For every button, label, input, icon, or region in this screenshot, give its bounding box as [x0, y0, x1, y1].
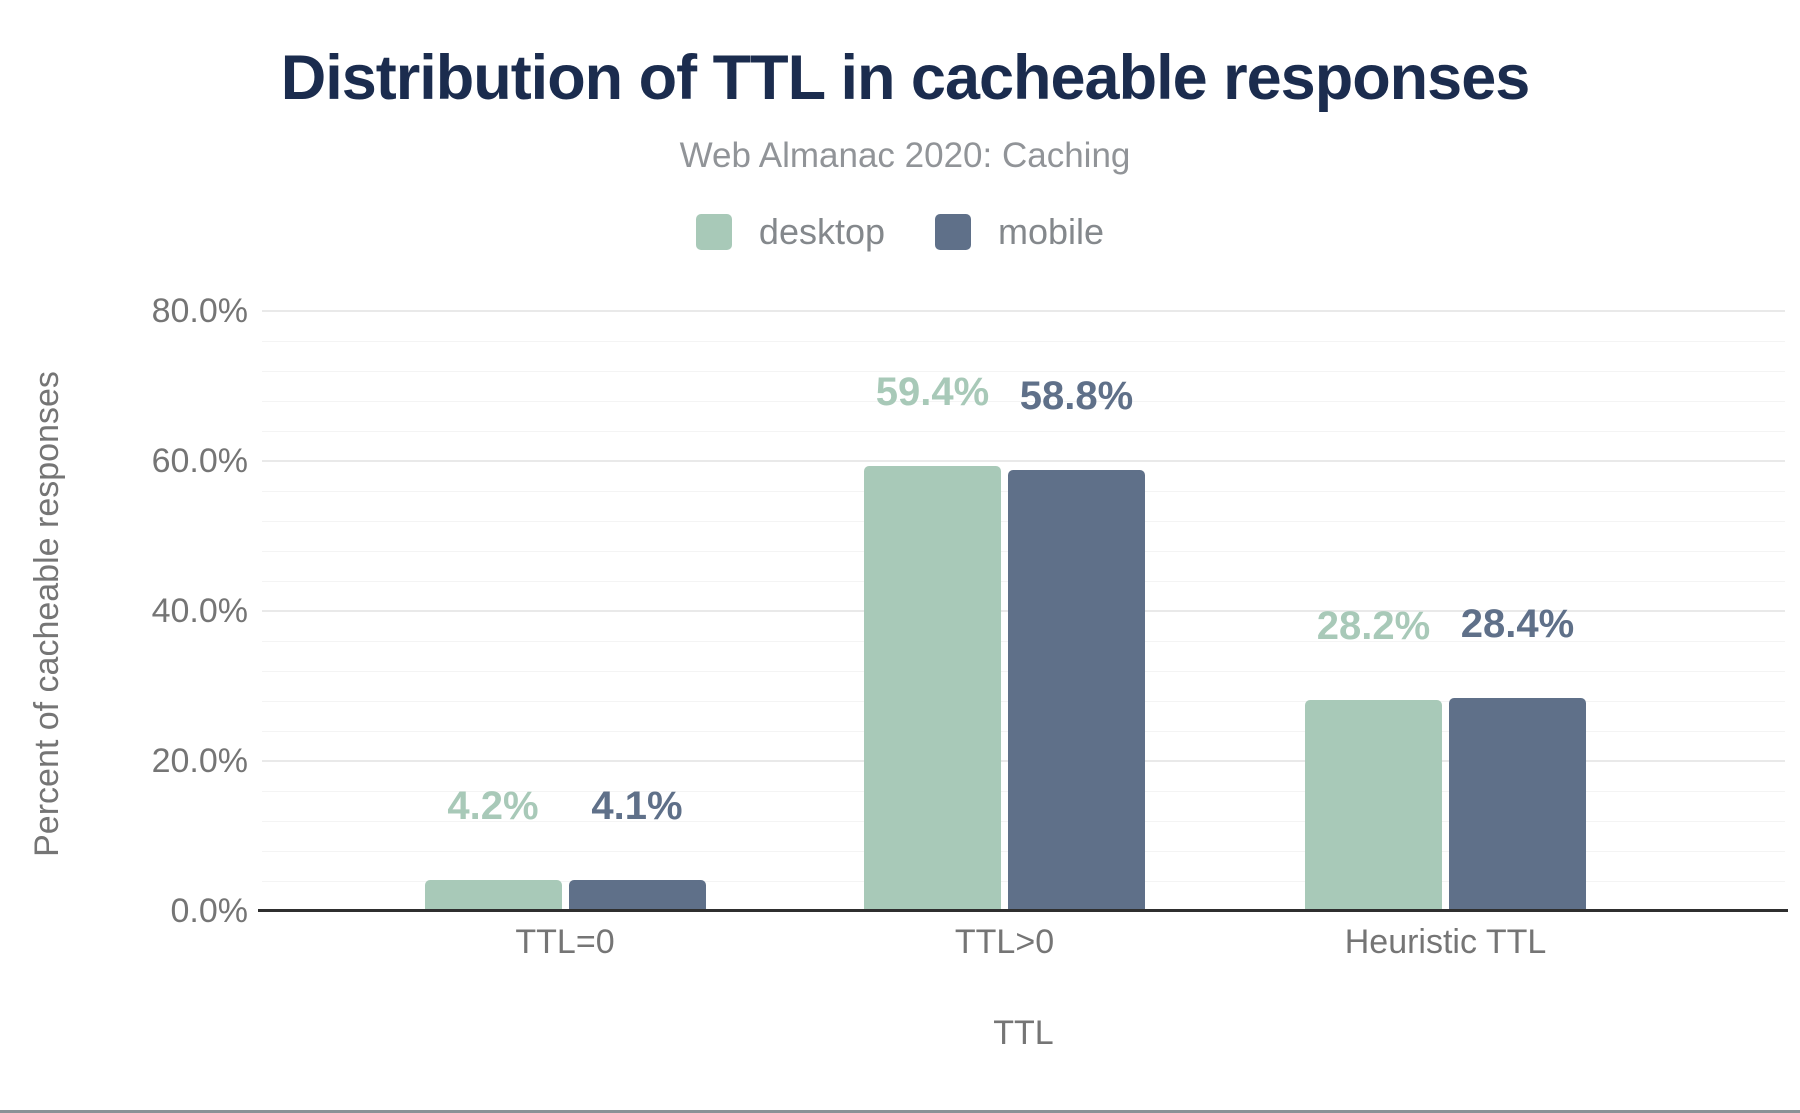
legend-label-mobile: mobile [998, 211, 1105, 252]
legend-item-mobile[interactable]: mobile [935, 211, 1104, 253]
bar-value-label-desktop-2: 59.4% [875, 369, 990, 414]
bar-mobile-1[interactable] [568, 880, 706, 911]
bar-desktop-1[interactable] [424, 879, 562, 911]
y-tick-label: 40.0% [151, 592, 248, 630]
x-category-label-1: TTL=0 [515, 923, 615, 961]
chart-subtitle: Web Almanac 2020: Caching [679, 136, 1131, 175]
x-category-label-2: TTL>0 [954, 923, 1055, 961]
y-tick-label: 0.0% [170, 892, 249, 930]
major-gridline [262, 460, 1785, 462]
legend-label-desktop: desktop [758, 211, 886, 252]
legend-item-desktop[interactable]: desktop [695, 211, 886, 253]
x-category-label-3: Heuristic TTL [1344, 923, 1547, 961]
minor-gridline [262, 371, 1785, 372]
bar-desktop-2[interactable] [864, 465, 1001, 911]
bar-value-label-mobile-3: 28.4% [1460, 602, 1575, 646]
major-gridline [262, 310, 1785, 312]
minor-gridline [262, 401, 1785, 402]
bar-mobile-3[interactable] [1449, 698, 1586, 911]
minor-gridline [262, 341, 1785, 342]
y-tick-label: 20.0% [151, 742, 248, 780]
bar-value-label-mobile-2: 58.8% [1019, 374, 1134, 418]
y-tick-label: 80.0% [151, 292, 248, 330]
legend: desktop mobile [0, 211, 1800, 253]
legend-swatch-mobile-icon [935, 214, 972, 250]
x-axis-line [258, 909, 1788, 912]
bar-desktop-3[interactable] [1305, 699, 1442, 911]
bar-value-label-mobile-1: 4.1% [591, 784, 683, 829]
legend-swatch-desktop-icon [695, 214, 732, 250]
minor-gridline [262, 431, 1785, 432]
bar-mobile-2[interactable] [1008, 470, 1145, 911]
bar-value-label-desktop-3: 28.2% [1316, 603, 1431, 648]
y-tick-label: 60.0% [151, 442, 248, 480]
bar-value-label-desktop-1: 4.2% [447, 783, 539, 828]
x-axis-title: TTL [993, 1014, 1054, 1052]
chart-title: Distribution of TTL in cacheable respons… [280, 43, 1531, 113]
